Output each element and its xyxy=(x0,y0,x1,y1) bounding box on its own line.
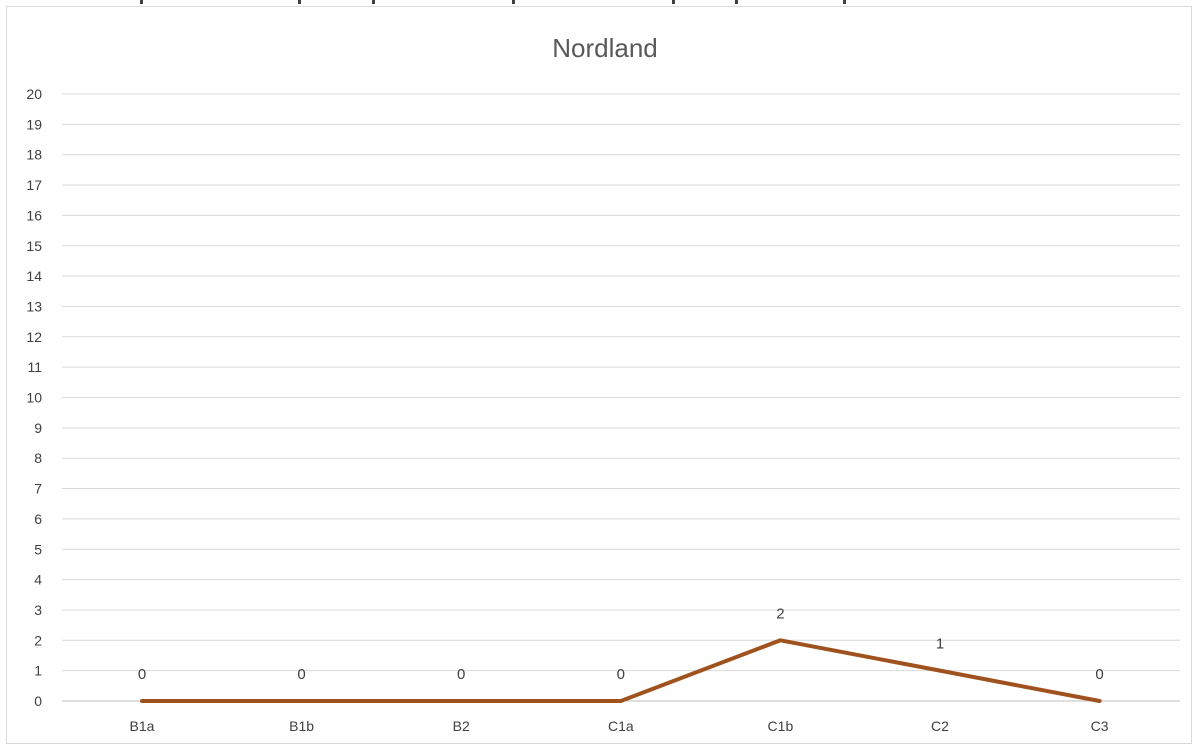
y-tick-label: 7 xyxy=(34,481,42,497)
top-edge-mark xyxy=(140,0,143,4)
y-tick-label: 13 xyxy=(26,298,42,314)
x-tick-label: C3 xyxy=(1091,718,1109,734)
y-tick-label: 10 xyxy=(26,390,42,406)
y-tick-label: 5 xyxy=(34,541,42,557)
series-line xyxy=(140,638,1102,703)
top-edge-strip xyxy=(0,0,1197,6)
x-tick-label: C2 xyxy=(931,718,949,734)
y-tick-label: 14 xyxy=(26,268,42,284)
y-tick-label: 17 xyxy=(26,177,42,193)
x-axis-labels: B1a B1b B2 C1a C1b C2 C3 xyxy=(130,718,1109,734)
y-tick-label: 0 xyxy=(34,693,42,709)
data-label: 0 xyxy=(138,666,146,683)
y-tick-label: 20 xyxy=(26,86,42,102)
data-label: 0 xyxy=(1095,666,1103,683)
x-tick-label: B1a xyxy=(130,718,155,734)
y-tick-label: 1 xyxy=(34,663,42,679)
y-tick-label: 3 xyxy=(34,602,42,618)
top-edge-mark xyxy=(672,0,675,4)
data-label: 0 xyxy=(457,666,465,683)
top-edge-mark xyxy=(735,0,738,4)
y-tick-label: 4 xyxy=(34,572,42,588)
y-tick-label: 15 xyxy=(26,238,42,254)
x-tick-label: B2 xyxy=(453,718,470,734)
y-tick-label: 16 xyxy=(26,207,42,223)
chart-area[interactable] xyxy=(6,6,1192,744)
top-edge-mark xyxy=(843,0,846,4)
data-label: 2 xyxy=(776,605,784,622)
y-tick-label: 8 xyxy=(34,450,42,466)
y-tick-label: 12 xyxy=(26,329,42,345)
series-lines xyxy=(140,638,1102,703)
y-tick-label: 18 xyxy=(26,147,42,163)
y-tick-label: 9 xyxy=(34,420,42,436)
data-label: 0 xyxy=(617,666,625,683)
data-label: 1 xyxy=(936,636,944,653)
y-tick-label: 2 xyxy=(34,632,42,648)
y-tick-label: 11 xyxy=(27,359,42,375)
data-labels: 0 0 0 0 2 1 0 xyxy=(138,605,1104,683)
x-tick-label: C1b xyxy=(768,718,794,734)
chart-title: Nordland xyxy=(552,33,658,63)
y-tick-label: 19 xyxy=(26,116,42,132)
data-label: 0 xyxy=(297,666,305,683)
x-tick-label: C1a xyxy=(608,718,634,734)
top-edge-mark xyxy=(298,0,301,4)
y-tick-label: 6 xyxy=(34,511,42,527)
x-tick-label: B1b xyxy=(289,718,314,734)
top-edge-mark xyxy=(512,0,515,4)
gridlines xyxy=(62,93,1180,702)
top-edge-mark xyxy=(372,0,375,4)
